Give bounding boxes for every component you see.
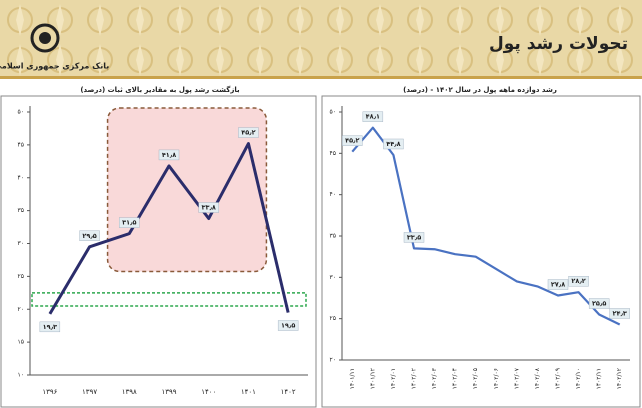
series-line (351, 126, 621, 326)
x-tick-label: ۱۴۰۱ (241, 388, 256, 396)
value-label: ۱۹٫۳ (43, 323, 57, 331)
x-tick-label: ۱۴۰۲/۰۴ (452, 368, 459, 389)
x-tick-label: ۱۴۰۲/۰۳ (431, 367, 438, 389)
panel-frame (0, 95, 317, 408)
bank-name: بانک مرکزی جمهوری اسلامی ایران (0, 62, 109, 71)
x-tick-label: ۱۴۰۲/۰۱ (390, 368, 397, 389)
y-tick-label: ۲۰ (18, 306, 24, 313)
y-tick-label: ۲۵ (330, 315, 336, 322)
value-label: ۲۴٫۳ (613, 309, 627, 317)
x-tick-label: ۱۴۰۲/۰۲ (411, 368, 418, 389)
value-label-box (119, 217, 140, 228)
highlight-band (31, 292, 307, 307)
x-tick-label: ۱۴۰۲/۰۷ (513, 367, 520, 389)
y-tick-label: ۴۵ (18, 141, 24, 148)
x-tick-label: ۱۴۰۰ (201, 388, 216, 396)
y-tick-label: ۴۰ (18, 174, 24, 181)
header-rule (0, 76, 642, 79)
value-label-box (79, 230, 100, 241)
value-label: ۴۵٫۲ (345, 137, 359, 145)
y-tick-label: ۵۰ (330, 109, 336, 116)
x-tick-label: ۱۴۰۱/۱۱ (349, 368, 356, 389)
y-tick-label: ۲۰ (330, 357, 336, 364)
x-tick-label: ۱۴۰۲ (281, 388, 296, 396)
header-band (0, 0, 642, 78)
value-label: ۳۳٫۵ (407, 233, 421, 241)
chart-title: بازگشت رشد پول به مقادیر بالای ثبات (درص… (80, 85, 240, 94)
value-label: ۴۵٫۲ (241, 129, 255, 137)
series-line (48, 142, 290, 315)
x-tick-label: ۱۳۹۷ (82, 388, 97, 396)
x-tick-label: ۱۴۰۲/۰۶ (493, 368, 500, 389)
x-tick-label: ۱۴۰۲/۰۵ (472, 368, 479, 389)
x-tick-label: ۱۴۰۲/۱۰ (575, 368, 582, 389)
value-label-box (588, 298, 610, 309)
x-tick-label: ۱۴۰۲/۱۱ (596, 368, 603, 389)
x-tick-label: ۱۳۹۶ (42, 388, 57, 396)
value-label-box (609, 308, 630, 319)
value-label-box (568, 276, 589, 287)
value-label: ۲۹٫۵ (82, 232, 96, 240)
y-tick-label: ۲۵ (18, 273, 24, 280)
y-tick-label: ۱۰ (18, 372, 24, 379)
value-label-box (342, 135, 363, 146)
chart-title: رشد دوازده ماهه پول در سال ۱۴۰۲ - (درصد) (403, 86, 557, 94)
x-tick-label: ۱۴۰۲/۱۲ (616, 368, 623, 389)
y-tick-label: ۴۵ (330, 150, 336, 157)
value-label: ۴۴٫۸ (386, 140, 400, 148)
x-tick-label: ۱۴۰۲/۰۸ (534, 367, 541, 389)
x-tick-label: ۱۳۹۸ (122, 388, 137, 396)
y-tick-label: ۳۰ (18, 240, 24, 247)
x-tick-label: ۱۳۹۹ (161, 388, 176, 396)
y-tick-label: ۳۰ (330, 274, 336, 281)
x-tick-label: ۱۴۰۲/۰۹ (555, 368, 562, 389)
value-label-box (238, 127, 259, 138)
value-label-box (158, 149, 180, 161)
bank-logo (30, 23, 60, 53)
y-tick-label: ۳۵ (330, 233, 336, 240)
value-label: ۳۳٫۸ (202, 204, 216, 212)
value-label: ۲۸٫۲ (571, 277, 585, 285)
value-label: ۱۹٫۵ (281, 322, 295, 330)
value-label-box (547, 279, 569, 290)
value-label: ۳۱٫۵ (122, 219, 136, 227)
page-title: تحولات رشد پول (489, 34, 628, 54)
value-label-box (403, 232, 425, 243)
y-tick-label: ۴۰ (330, 191, 336, 198)
value-label: ۲۵٫۵ (592, 300, 606, 308)
value-label: ۴۸٫۱ (366, 113, 380, 121)
y-tick-label: ۱۵ (18, 339, 24, 346)
y-tick-label: ۵۰ (18, 109, 24, 116)
value-label-box (362, 111, 384, 122)
value-label-box (39, 321, 61, 333)
value-label-box (198, 202, 219, 213)
panel-frame (321, 95, 641, 408)
value-label-box (277, 320, 299, 331)
x-tick-label: ۱۴۰۱/۱۲ (369, 368, 376, 389)
value-label: ۲۷٫۸ (551, 281, 565, 289)
value-label-box (383, 138, 404, 150)
y-tick-label: ۳۵ (18, 207, 24, 214)
value-label: ۴۱٫۸ (162, 151, 176, 159)
